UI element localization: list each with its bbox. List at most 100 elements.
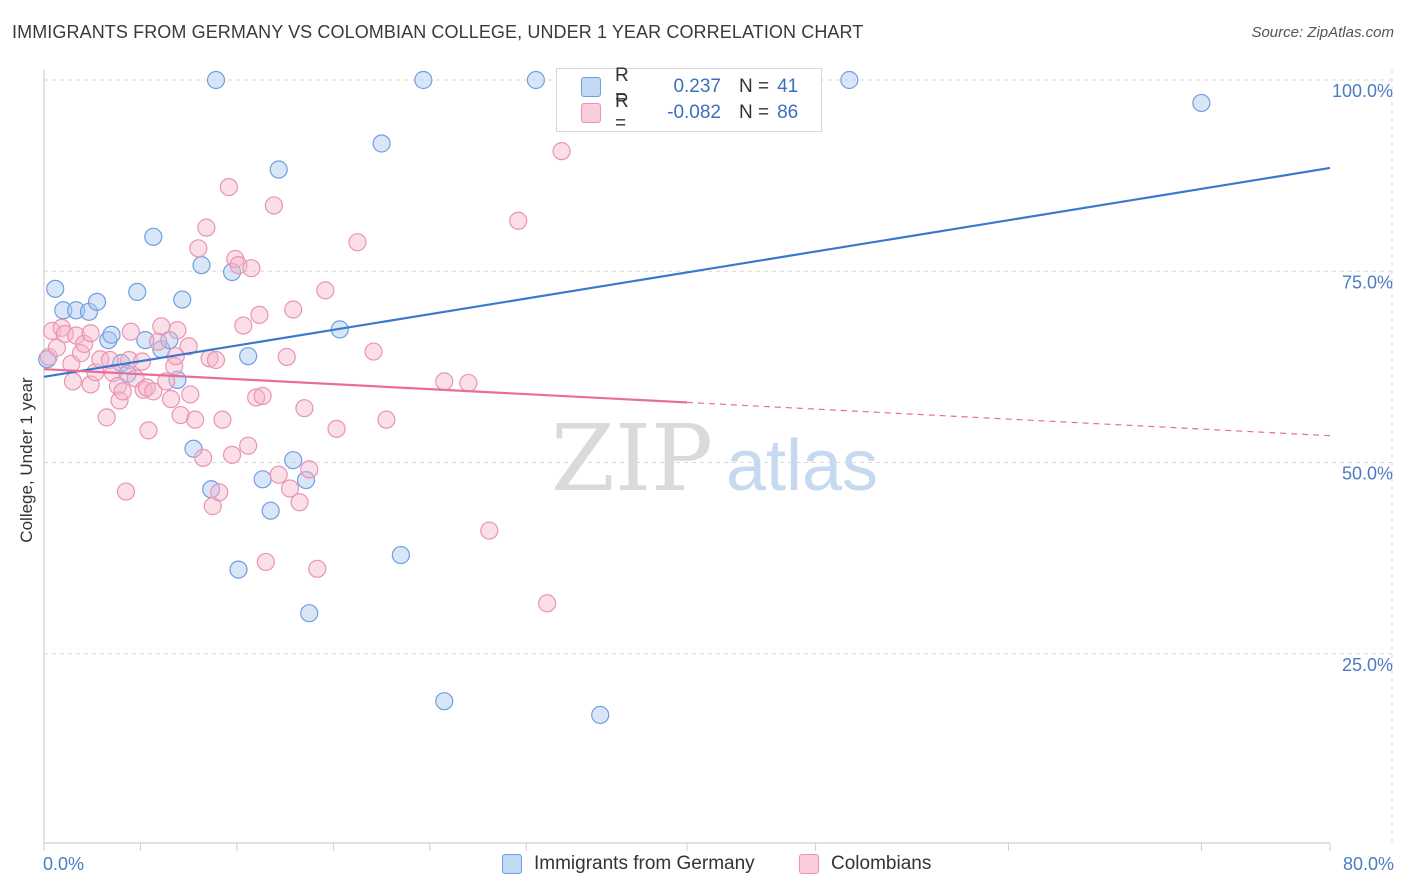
point-colombians <box>121 322 140 341</box>
x-tick-label: 80.0% <box>1343 854 1394 874</box>
legend-swatch-pink <box>799 854 819 874</box>
legend-swatch-pink <box>581 103 601 123</box>
point-colombians <box>179 337 198 356</box>
point-germany <box>184 439 203 458</box>
point-colombians <box>435 372 454 391</box>
trend-colombians-extension <box>686 401 1331 437</box>
point-colombians <box>295 399 314 418</box>
source-label: Source: ZipAtlas.com <box>1251 24 1394 41</box>
point-germany <box>526 70 545 90</box>
point-colombians <box>116 482 136 501</box>
point-germany <box>229 560 248 579</box>
legend-n-value: 41 <box>777 76 799 97</box>
legend-item-germany[interactable]: Immigrants from Germany <box>502 853 755 875</box>
point-colombians <box>552 142 571 161</box>
point-colombians <box>377 410 396 429</box>
point-colombians <box>152 317 171 336</box>
point-germany <box>102 325 121 344</box>
point-colombians <box>108 376 128 396</box>
point-colombians <box>113 382 132 401</box>
point-colombians <box>171 405 190 425</box>
point-colombians <box>186 410 205 429</box>
point-colombians <box>219 178 238 197</box>
point-germany <box>87 292 107 311</box>
point-colombians <box>47 338 66 357</box>
point-colombians <box>348 233 367 252</box>
point-colombians <box>194 448 213 468</box>
point-colombians <box>75 334 94 354</box>
legend-n-label: N = <box>739 102 770 123</box>
point-germany <box>239 347 258 366</box>
point-colombians <box>264 196 283 215</box>
point-germany <box>261 501 280 520</box>
point-germany <box>391 545 410 565</box>
legend-n-value: 86 <box>777 102 799 123</box>
legend-r-label: R = <box>615 65 629 108</box>
point-colombians <box>290 493 309 512</box>
point-germany <box>591 705 610 725</box>
point-colombians <box>284 300 303 319</box>
point-colombians <box>280 479 300 498</box>
chart-title: IMMIGRANTS FROM GERMANY VS COLOMBIAN COL… <box>12 22 864 42</box>
point-colombians <box>253 386 272 406</box>
legend-row-germany: R = 0.237 N = 41 <box>581 65 799 108</box>
point-germany <box>253 470 272 489</box>
legend-r-value: -0.082 <box>667 102 721 123</box>
point-colombians <box>509 211 528 230</box>
legend-r-value: 0.237 <box>673 76 721 97</box>
point-germany <box>144 227 163 246</box>
point-colombians <box>181 385 200 404</box>
point-germany <box>128 282 147 302</box>
point-germany <box>269 160 288 179</box>
point-colombians <box>210 483 229 502</box>
point-germany <box>206 70 226 90</box>
legend-item-colombians[interactable]: Colombians <box>799 853 931 875</box>
point-germany <box>46 279 65 298</box>
point-colombians <box>189 239 208 258</box>
point-colombians <box>206 350 226 370</box>
y-tick-label: 100.0% <box>1332 81 1393 101</box>
series-legend: Immigrants from Germany Colombians <box>0 853 1406 877</box>
legend-r-label: R = <box>615 91 629 134</box>
y-tick-label: 25.0% <box>1342 655 1393 675</box>
point-colombians <box>63 372 83 391</box>
x-tick-label: 0.0% <box>43 854 84 874</box>
legend-swatch-blue <box>581 77 601 97</box>
point-colombians <box>459 373 478 393</box>
point-colombians <box>161 389 181 409</box>
gridlines <box>44 70 1393 843</box>
point-germany <box>284 451 303 470</box>
point-colombians <box>364 342 383 361</box>
legend-swatch-blue <box>502 854 522 874</box>
point-germany <box>840 70 859 90</box>
trend-colombians <box>43 368 688 404</box>
point-colombians <box>316 281 335 300</box>
point-colombians <box>139 421 158 440</box>
point-germany <box>192 256 211 275</box>
point-colombians <box>97 408 116 427</box>
point-germany <box>99 331 118 350</box>
point-colombians <box>269 465 288 484</box>
watermark: ZIP atlas <box>551 405 878 512</box>
point-colombians <box>327 419 346 438</box>
y-tick-label: 75.0% <box>1342 272 1393 292</box>
y-tick-label: 50.0% <box>1342 464 1393 484</box>
point-germany <box>372 134 391 153</box>
legend-row-colombians: R = -0.082 N = 86 <box>581 91 799 134</box>
legend-label-germany: Immigrants from Germany <box>534 853 755 874</box>
point-germany <box>173 290 192 309</box>
point-colombians <box>300 460 319 479</box>
point-colombians <box>197 218 216 237</box>
data-points <box>38 70 1211 725</box>
point-colombians <box>144 382 163 401</box>
point-colombians <box>247 388 266 407</box>
point-germany <box>435 692 454 711</box>
legend-n-label: N = <box>739 76 770 97</box>
point-germany <box>414 70 433 90</box>
point-colombians <box>149 332 168 351</box>
point-germany <box>300 604 319 623</box>
point-colombians <box>168 321 187 340</box>
legend-label-colombians: Colombians <box>831 853 932 874</box>
point-colombians <box>480 521 499 540</box>
